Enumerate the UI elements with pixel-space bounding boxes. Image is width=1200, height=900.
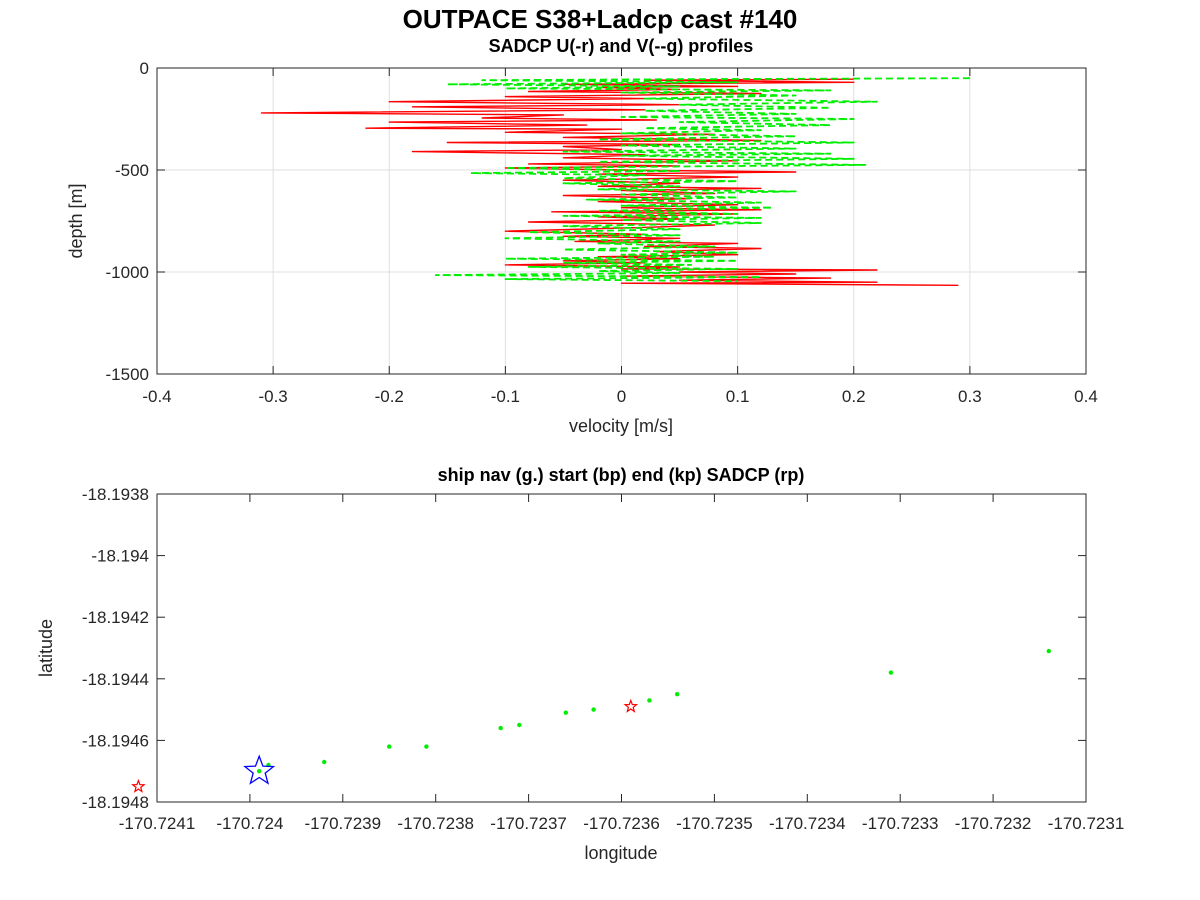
profile-x-tick-label: -0.1 <box>491 387 520 406</box>
profile-x-tick-label: 0.4 <box>1074 387 1098 406</box>
profile-x-tick-label: 0.3 <box>958 387 982 406</box>
nav-x-tick-label: -170.7237 <box>490 814 567 833</box>
sadcp-point-star <box>131 778 146 793</box>
nav-x-axis-label: longitude <box>584 843 657 863</box>
profile-chart: SADCP U(-r) and V(--g) profiles -0.4 -0.3… <box>66 36 1098 436</box>
nav-y-tick-label: -18.1946 <box>82 731 149 750</box>
nav-chart: ship nav (g.) start (bp) end (kp) SADCP … <box>36 465 1124 863</box>
ship-nav-point <box>591 707 596 712</box>
ship-nav-point <box>1046 648 1052 654</box>
profile-x-tick-label: -0.4 <box>142 387 171 406</box>
profile-series-v <box>434 77 970 283</box>
ship-nav-point <box>563 710 568 715</box>
profile-ticks: -0.4 -0.3 -0.2 -0.1 0 0.1 0.2 0.3 0.4 0 -500 -1000 -… <box>106 59 1098 406</box>
nav-chart-title: ship nav (g.) start (bp) end (kp) SADCP … <box>438 465 805 485</box>
nav-x-tick-label: -170.7241 <box>119 814 196 833</box>
profile-x-axis-label: velocity [m/s] <box>569 416 673 436</box>
profile-chart-title: SADCP U(-r) and V(--g) profiles <box>489 36 754 56</box>
nav-x-tick-label: -170.7231 <box>1048 814 1125 833</box>
nav-y-tick-label: -18.1938 <box>82 485 149 504</box>
profile-y-axis-label: depth [m] <box>66 183 86 258</box>
nav-x-tick-label: -170.7233 <box>862 814 939 833</box>
nav-y-axis-label: latitude <box>36 619 56 677</box>
sadcp-point-star <box>623 698 639 713</box>
profile-x-tick-label: 0.2 <box>842 387 866 406</box>
nav-plot-area <box>157 494 1086 802</box>
nav-y-tick-label: -18.1942 <box>82 608 149 627</box>
start-point-star <box>243 754 276 785</box>
profile-y-tick-label: -1000 <box>106 263 149 282</box>
nav-y-tick-label: -18.194 <box>91 547 149 566</box>
nav-x-tick-label: -170.7239 <box>305 814 382 833</box>
figure-title: OUTPACE S38+Ladcp cast #140 <box>403 4 798 34</box>
ship-nav-point <box>424 744 429 749</box>
profile-x-tick-label: 0.1 <box>726 387 750 406</box>
nav-y-tick-label: -18.1948 <box>82 793 149 812</box>
nav-x-tick-label: -170.724 <box>216 814 283 833</box>
ship-nav-point <box>387 744 392 749</box>
profile-y-tick-label: -500 <box>115 161 149 180</box>
profile-y-tick-label: 0 <box>140 59 149 78</box>
nav-y-tick-label: -18.1944 <box>82 670 149 689</box>
nav-x-tick-label: -170.7238 <box>397 814 474 833</box>
nav-ticks: -170.7241 -170.724 -170.7239 -170.7238 -170.… <box>82 485 1124 833</box>
profile-x-tick-label: -0.3 <box>258 387 287 406</box>
profile-x-tick-label: 0 <box>617 387 626 406</box>
profile-y-tick-label: -1500 <box>106 365 149 384</box>
profile-series <box>260 77 970 286</box>
ship-nav-point <box>888 670 894 675</box>
profile-x-tick-label: -0.2 <box>375 387 404 406</box>
ship-nav-point <box>322 759 327 765</box>
nav-marks <box>131 648 1052 793</box>
nav-x-tick-label: -170.7235 <box>676 814 753 833</box>
nav-x-tick-label: -170.7234 <box>769 814 846 833</box>
ship-nav-point <box>647 698 652 703</box>
nav-x-tick-label: -170.7236 <box>583 814 660 833</box>
ship-nav-point <box>675 692 680 697</box>
nav-x-tick-label: -170.7232 <box>955 814 1032 833</box>
ship-nav-point <box>498 725 503 731</box>
ship-nav-point <box>517 722 522 728</box>
ship-nav-point <box>257 769 262 774</box>
